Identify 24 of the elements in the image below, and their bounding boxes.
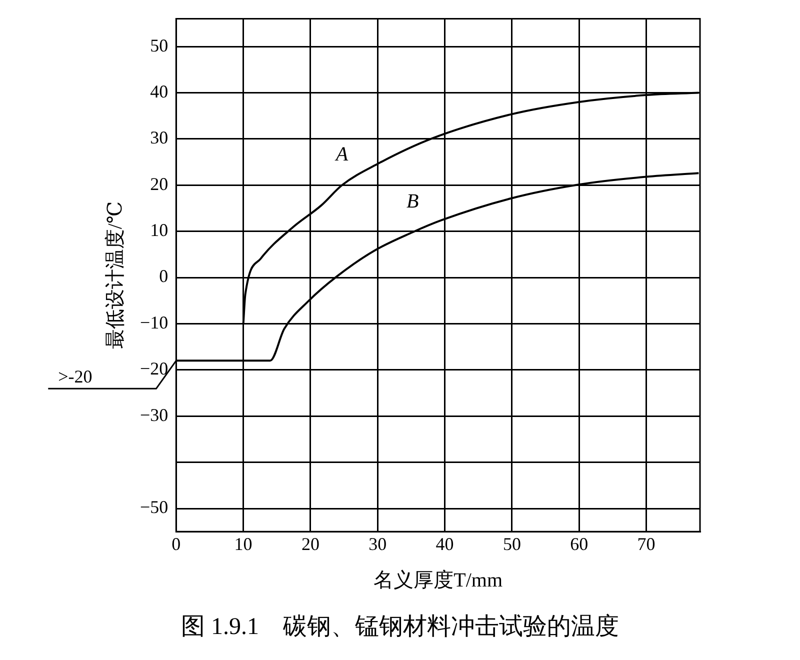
x-tick-label: 10 [234,534,252,554]
y-tick-label: 30 [150,128,168,148]
y-tick-label: 0 [159,266,168,286]
x-tick-label: 30 [368,534,387,554]
x-tick-label: 20 [301,534,320,554]
series-label: B [406,190,419,212]
series-label: A [334,143,349,166]
x-axis-title: 名义厚度T/mm [374,569,503,592]
y-tick-label: −20 [140,358,168,379]
y-tick-label: −30 [140,404,168,425]
x-tick-label: 70 [637,534,656,554]
x-tick-label: 60 [570,534,588,554]
text: 图 1.9.1 碳钢、锰钢材料冲击试验的温度 [181,612,619,640]
annotation: >-20 [58,366,92,386]
x-tick-label: 40 [436,534,454,554]
y-tick-label: −50 [140,497,168,518]
y-tick-label: 20 [150,174,168,194]
y-axis-title: 最低设计温度/℃ [104,201,126,350]
y-tick-label: 50 [150,35,168,56]
x-tick-label: 50 [502,534,521,554]
y-tick-label: −10 [140,312,168,332]
x-tick-label: 0 [172,534,181,554]
y-tick-label: 10 [150,220,168,240]
y-tick-label: 40 [150,81,168,102]
